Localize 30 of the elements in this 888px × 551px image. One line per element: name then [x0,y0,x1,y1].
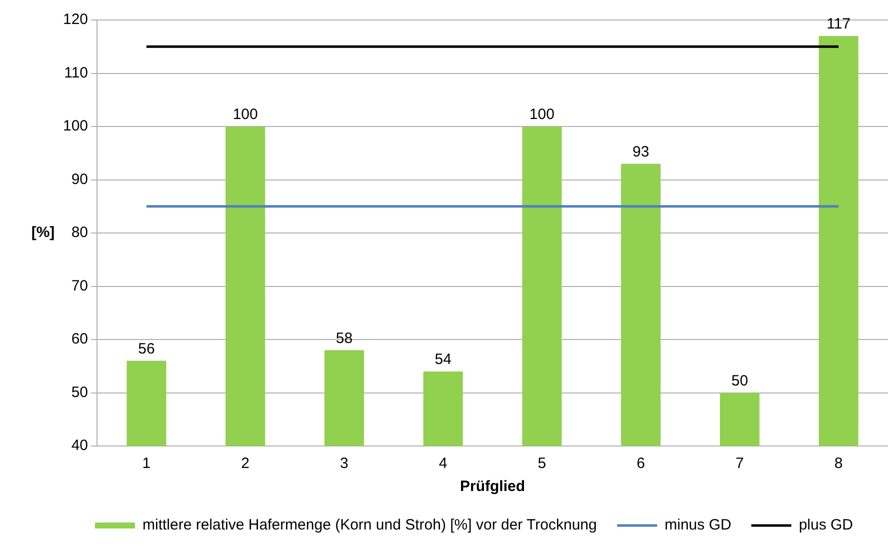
y-axis-title: [%] [31,224,55,242]
data-label: 58 [336,330,353,347]
y-tick-label: 80 [71,224,88,242]
x-tick-label: 4 [438,455,448,472]
x-tick-label: 2 [241,455,250,472]
data-label: 117 [826,16,851,33]
x-tick-label: 1 [142,455,151,472]
x-tick-label: 6 [636,455,645,472]
y-tick-label: 40 [71,437,88,454]
data-label: 93 [632,143,650,160]
y-tick-label: 70 [71,277,88,294]
y-tick-label: 120 [62,11,88,28]
legend-label: plus GD [798,516,854,534]
data-label: 100 [529,106,554,124]
y-tick-label: 110 [64,64,88,82]
data-label: 54 [434,351,452,368]
x-axis-title: Prüfglied [460,478,526,496]
x-tick-label: 8 [834,455,843,472]
x-tick-label: 7 [736,455,744,472]
data-label: 56 [138,340,155,358]
y-tick-label: 50 [71,384,88,401]
y-tick-label: 90 [71,170,88,188]
legend-label: mittlere relative Hafermenge (Korn und Stroh) [%] vor der Trocknung [142,516,597,534]
data-label: 100 [232,106,258,124]
y-tick-label: 100 [62,118,88,135]
x-tick-label: 3 [340,455,348,472]
legend-label: minus GD [664,516,732,534]
data-label: 50 [731,372,748,390]
x-tick-label: 5 [538,455,546,472]
y-tick-label: 60 [71,330,88,348]
